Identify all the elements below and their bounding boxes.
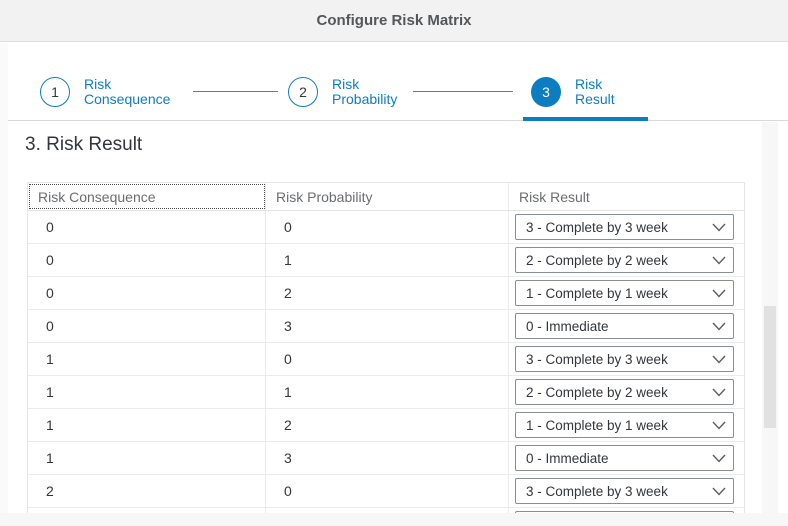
step-3-circle: 3 — [531, 77, 561, 107]
chevron-down-icon — [705, 487, 733, 496]
cell-risk-probability: 1 — [266, 508, 509, 513]
column-header-risk-consequence[interactable]: Risk Consequence — [28, 183, 266, 210]
step-2-circle: 2 — [288, 77, 318, 107]
cell-risk-consequence: 1 — [28, 343, 266, 375]
risk-result-select-value: 0 - Immediate — [526, 318, 609, 334]
cell-risk-consequence: 0 — [28, 211, 266, 243]
risk-result-select-value: 1 - Complete by 1 week — [526, 417, 668, 433]
chevron-down-icon — [705, 421, 733, 430]
chevron-down-icon — [705, 289, 733, 298]
cell-risk-result: 3 - Complete by 3 week — [509, 343, 744, 375]
table-row: 1 3 0 - Immediate — [28, 442, 744, 475]
left-edge-strip — [0, 43, 8, 513]
risk-result-select[interactable]: 2 - Complete by 2 week — [515, 247, 734, 273]
table-header-row: Risk Consequence Risk Probability Risk R… — [28, 183, 744, 211]
dialog-titlebar: Configure Risk Matrix — [0, 0, 788, 42]
dialog-title: Configure Risk Matrix — [316, 12, 472, 29]
table-body: 0 0 3 - Complete by 3 week 0 1 2 - Compl… — [28, 211, 744, 513]
risk-result-select[interactable]: 2 - Complete by 2 week — [515, 379, 734, 405]
cell-risk-result: 3 - Complete by 3 week — [509, 475, 744, 507]
cell-risk-result: 2 - Complete by 2 week — [509, 244, 744, 276]
cell-risk-consequence: 1 — [28, 409, 266, 441]
column-header-risk-result[interactable]: Risk Result — [519, 188, 590, 205]
cell-risk-result: 2 - Complete by 2 week — [509, 508, 744, 513]
cell-risk-probability: 1 — [266, 244, 509, 276]
cell-risk-result: 3 - Complete by 3 week — [509, 211, 744, 243]
cell-risk-probability: 0 — [266, 343, 509, 375]
risk-result-select[interactable]: 1 - Complete by 1 week — [515, 412, 734, 438]
risk-result-select-value: 2 - Complete by 2 week — [526, 384, 668, 400]
table-row: 2 0 3 - Complete by 3 week — [28, 475, 744, 508]
table-row: 1 2 1 - Complete by 1 week — [28, 409, 744, 442]
vertical-scrollbar-track[interactable] — [762, 122, 778, 513]
cell-risk-consequence: 0 — [28, 244, 266, 276]
cell-risk-consequence: 1 — [28, 376, 266, 408]
chevron-down-icon — [705, 256, 733, 265]
table-row: 0 3 0 - Immediate — [28, 310, 744, 343]
risk-result-select[interactable]: 3 - Complete by 3 week — [515, 346, 734, 372]
step-connector-1 — [193, 91, 278, 92]
cell-risk-result: 1 - Complete by 1 week — [509, 277, 744, 309]
step-connector-2 — [413, 91, 513, 92]
cell-risk-result: 1 - Complete by 1 week — [509, 409, 744, 441]
table-row: 0 0 3 - Complete by 3 week — [28, 211, 744, 244]
risk-result-select[interactable]: 1 - Complete by 1 week — [515, 280, 734, 306]
cell-risk-probability: 2 — [266, 277, 509, 309]
cell-risk-probability: 2 — [266, 409, 509, 441]
step-2-label: Risk Probability — [332, 76, 398, 107]
risk-result-select-value: 3 - Complete by 3 week — [526, 483, 668, 499]
risk-result-select[interactable]: 3 - Complete by 3 week — [515, 478, 734, 504]
cell-risk-probability: 3 — [266, 310, 509, 342]
chevron-down-icon — [705, 223, 733, 232]
column-header-risk-probability[interactable]: Risk Probability — [266, 183, 509, 210]
risk-result-select[interactable]: 2 - Complete by 2 week — [515, 511, 734, 513]
cell-risk-probability: 3 — [266, 442, 509, 474]
table-row: 1 1 2 - Complete by 2 week — [28, 376, 744, 409]
cell-risk-consequence: 0 — [28, 310, 266, 342]
chevron-down-icon — [705, 388, 733, 397]
cell-risk-consequence: 1 — [28, 442, 266, 474]
step-1-circle: 1 — [40, 77, 70, 107]
risk-result-table: Risk Consequence Risk Probability Risk R… — [27, 182, 745, 513]
wizard-stepper: 1 Risk Consequence 2 Risk Probability 3 … — [8, 43, 788, 121]
step-2-number: 2 — [299, 84, 307, 100]
table-row: 1 0 3 - Complete by 3 week — [28, 343, 744, 376]
step-risk-probability[interactable]: 2 Risk Probability — [288, 77, 397, 107]
cell-risk-consequence: 2 — [28, 508, 266, 513]
risk-result-select[interactable]: 0 - Immediate — [515, 313, 734, 339]
cell-risk-result: 0 - Immediate — [509, 310, 744, 342]
cell-risk-probability: 0 — [266, 211, 509, 243]
risk-result-select-value: 2 - Complete by 2 week — [526, 252, 668, 268]
step-3-number: 3 — [542, 84, 550, 100]
vertical-scrollbar-thumb[interactable] — [764, 306, 776, 428]
risk-result-select-value: 0 - Immediate — [526, 450, 609, 466]
table-row: 0 2 1 - Complete by 1 week — [28, 277, 744, 310]
step-1-number: 1 — [51, 84, 59, 100]
cell-risk-probability: 0 — [266, 475, 509, 507]
risk-result-select-value: 3 - Complete by 3 week — [526, 219, 668, 235]
step-3-label: Risk Result — [575, 76, 615, 107]
risk-result-select-value: 1 - Complete by 1 week — [526, 285, 668, 301]
risk-result-select-value: 3 - Complete by 3 week — [526, 351, 668, 367]
risk-result-select[interactable]: 0 - Immediate — [515, 445, 734, 471]
step-1-label: Risk Consequence — [84, 76, 171, 107]
cell-risk-result: 0 - Immediate — [509, 442, 744, 474]
cell-risk-probability: 1 — [266, 376, 509, 408]
cell-risk-result: 2 - Complete by 2 week — [509, 376, 744, 408]
risk-result-select[interactable]: 3 - Complete by 3 week — [515, 214, 734, 240]
chevron-down-icon — [705, 322, 733, 331]
table-row: 0 1 2 - Complete by 2 week — [28, 244, 744, 277]
cell-risk-consequence: 2 — [28, 475, 266, 507]
cell-risk-consequence: 0 — [28, 277, 266, 309]
table-row: 2 1 2 - Complete by 2 week — [28, 508, 744, 513]
step-risk-consequence[interactable]: 1 Risk Consequence — [40, 77, 170, 107]
active-step-indicator — [523, 117, 648, 121]
step-risk-result[interactable]: 3 Risk Result — [531, 77, 615, 107]
chevron-down-icon — [705, 454, 733, 463]
bottom-edge-strip — [0, 513, 788, 526]
chevron-down-icon — [705, 355, 733, 364]
page-title: 3. Risk Result — [25, 134, 143, 155]
